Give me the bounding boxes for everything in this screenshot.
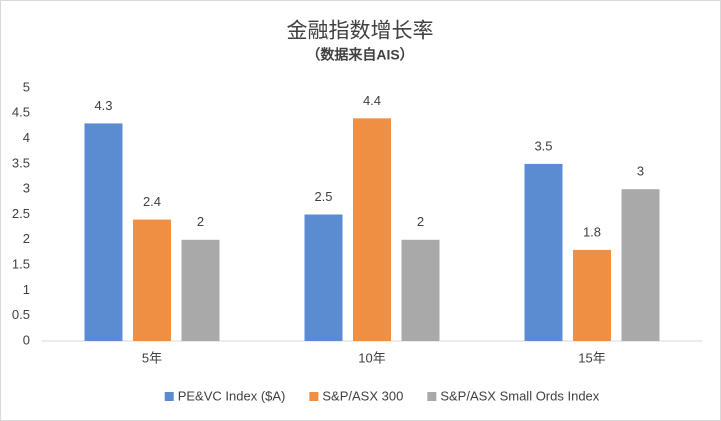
bar [84, 123, 123, 341]
bar [621, 189, 660, 341]
chart-title: 金融指数增长率 [287, 20, 434, 43]
y-tick-label: 5 [23, 79, 30, 94]
x-tick-label: 15年 [578, 350, 605, 365]
bar [524, 163, 563, 341]
data-label: 3 [637, 164, 644, 179]
legend-swatch [164, 392, 174, 401]
data-label: 3.5 [534, 138, 552, 153]
chart-subtitle: （数据来自AIS） [306, 47, 413, 63]
data-label: 1.8 [583, 224, 601, 239]
legend-swatch [309, 392, 319, 401]
data-label: 2.4 [143, 194, 161, 209]
y-tick-label: 4 [23, 130, 30, 145]
bar [401, 239, 440, 341]
y-tick-label: 0.5 [12, 307, 30, 322]
y-tick-label: 1 [23, 282, 30, 297]
data-label: 4.3 [94, 98, 112, 113]
legend-swatch [427, 392, 437, 401]
y-tick-label: 2 [23, 231, 30, 246]
legend-label: S&P/ASX 300 [322, 388, 403, 403]
bar [304, 214, 343, 341]
data-label: 2 [197, 214, 204, 229]
x-tick-label: 5年 [142, 350, 162, 365]
y-tick-label: 0 [23, 332, 30, 347]
bar [573, 249, 611, 341]
bar [181, 239, 220, 341]
bar [133, 219, 171, 341]
data-label: 2 [417, 214, 424, 229]
legend-label: PE&VC Index ($A) [178, 388, 286, 403]
bar [353, 118, 391, 341]
legend-label: S&P/ASX Small Ords Index [440, 388, 599, 403]
y-tick-label: 1.5 [12, 257, 30, 272]
y-tick-label: 3 [23, 181, 30, 196]
y-tick-label: 3.5 [12, 155, 30, 170]
y-tick-label: 2.5 [12, 206, 30, 221]
data-label: 2.5 [314, 189, 332, 204]
x-tick-label: 10年 [358, 350, 385, 365]
data-label: 4.4 [363, 93, 381, 108]
y-tick-label: 4.5 [12, 105, 30, 120]
